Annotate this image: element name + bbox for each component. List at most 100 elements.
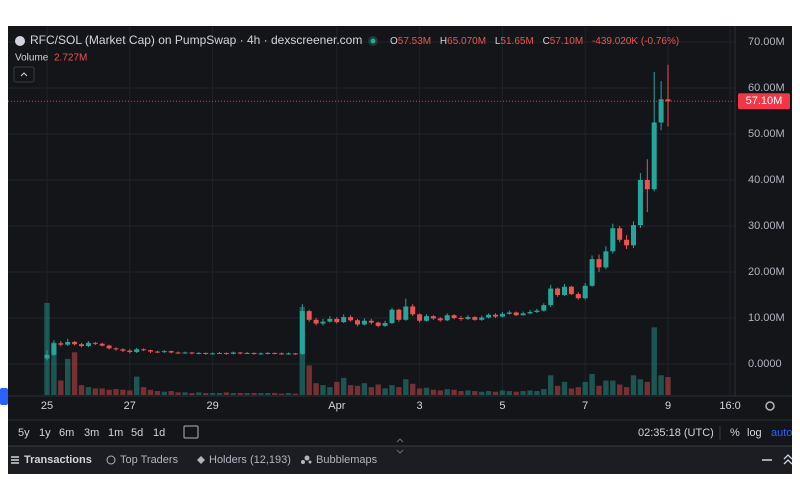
range-button[interactable]: 6m [59,427,74,439]
range-button[interactable]: 1m [108,427,123,439]
candle-body [51,343,57,355]
volume-bar [541,389,547,395]
log-toggle[interactable]: log [747,427,762,439]
volume-bar [44,303,50,395]
x-tick-label: 16:0 [719,400,740,412]
calendar-icon[interactable] [183,425,199,439]
tab[interactable]: Top Traders [120,454,179,466]
candle-body [134,349,140,353]
range-button[interactable]: 3m [84,427,99,439]
volume-bar [154,391,161,395]
candle-body [161,351,167,353]
y-tick-label: 10.00M [748,312,785,324]
settings-icon[interactable] [765,401,775,411]
volume-bar [561,381,568,395]
collapse-icon [20,72,28,77]
candle-body [534,310,540,313]
volume-bar [216,393,223,395]
candle-body [610,228,616,252]
volume-bar [65,358,71,395]
candle-body [313,319,319,324]
candle-body [210,353,216,355]
volume-bar [251,393,257,395]
volume-bar [499,390,506,395]
candle-body [361,320,367,325]
range-button[interactable]: 5y [18,427,30,439]
volume-bar [113,389,119,395]
candle-body [589,259,595,286]
volume-bar [334,381,340,395]
resize-handle[interactable] [396,438,404,454]
x-tick-label: Apr [328,400,345,412]
volume-bar [554,385,561,395]
candle-body [603,251,609,268]
candle-body [279,353,285,355]
volume-bar [106,389,112,395]
candle-body [596,259,602,268]
candle-body [168,351,174,353]
candle-body [154,351,160,353]
candle-body [237,352,243,354]
volume-bar [610,380,616,395]
candle-body [665,99,671,102]
candle-body [189,352,195,354]
volume-bar [368,387,374,395]
volume-bar [403,379,409,395]
collapse-button[interactable] [13,66,35,83]
candle-body [58,343,64,345]
candle-body [120,349,126,351]
candle-body [499,313,505,317]
tab-icon [11,456,19,464]
percent-toggle[interactable]: % [730,427,740,439]
volume-bar [134,376,140,395]
candle-body [182,352,188,354]
candle-body [292,353,298,355]
tab[interactable]: Holders (12,193) [209,454,291,466]
candle-body [513,312,519,316]
volume-bar [644,381,650,395]
tab[interactable]: Transactions [24,454,92,466]
y-tick-label: 70.00M [748,36,785,48]
volume-bar [623,387,630,395]
range-button[interactable]: 1y [39,427,51,439]
x-tick-label: 5 [499,400,505,412]
ohlc-key: O [390,36,398,47]
volume-bar [175,392,181,395]
volume-bar [396,387,402,395]
volume-bar [382,388,388,395]
volume-bar [520,391,526,395]
volume-bar [196,392,202,395]
volume-bar [265,393,271,395]
volume-bar [237,393,243,395]
y-tick-label: 30.00M [748,220,785,232]
volume-bar [665,377,671,395]
candle-body [72,341,78,345]
range-button[interactable]: 1d [153,427,165,439]
candle-body [430,316,436,319]
volume-bar [410,383,416,395]
candle-body [196,352,202,354]
tab-icon [106,455,116,465]
range-button[interactable]: 5d [131,427,143,439]
volume-bar [85,387,92,395]
candle-body [368,320,374,323]
candle-body [334,318,340,323]
expand-icon[interactable] [783,454,793,465]
candle-body [320,321,326,324]
candle-body [92,342,98,344]
candle-body [106,345,112,349]
x-tick-label: 27 [124,400,136,412]
auto-toggle[interactable]: auto [771,427,792,439]
price-tag [738,93,790,110]
volume-bar [258,393,264,395]
tab-icon [197,456,205,464]
candle-body [658,99,664,123]
candle-body [631,225,636,246]
candle-body [465,317,471,319]
volume-bar [375,384,381,395]
candle-body [424,316,429,321]
volume-bar [203,393,209,395]
tab[interactable]: Bubblemaps [316,454,378,466]
volume-bar [320,385,326,395]
side-handle[interactable] [0,388,8,405]
